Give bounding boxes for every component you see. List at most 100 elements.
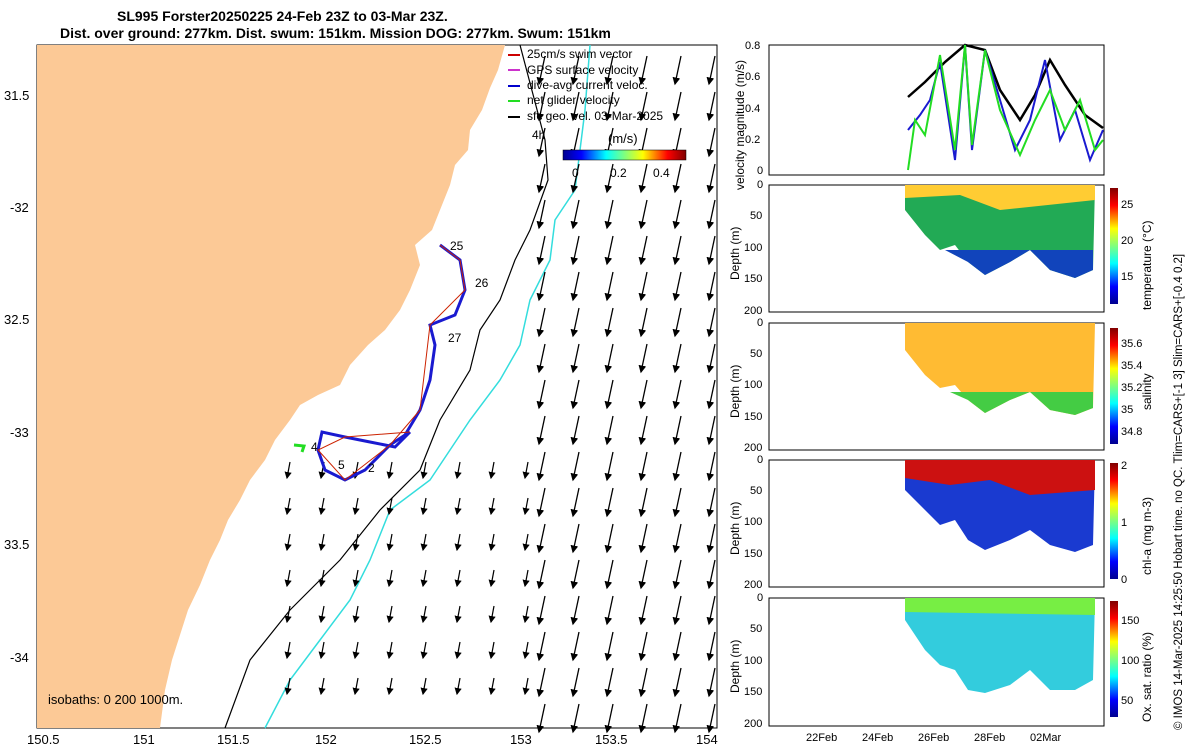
current-arrow: [352, 569, 360, 588]
current-arrow: [570, 55, 580, 86]
current-arrow: [604, 415, 614, 446]
current-arrow: [420, 569, 428, 588]
time-tick: 28Feb: [974, 732, 1006, 744]
current-arrow: [454, 461, 462, 480]
current-arrow: [672, 703, 682, 734]
current-arrow: [638, 199, 648, 230]
current-arrow: [604, 343, 614, 374]
current-arrow: [570, 595, 580, 626]
current-arrow: [604, 235, 614, 266]
current-arrow: [638, 163, 648, 194]
current-arrow: [570, 307, 580, 338]
current-arrow: [604, 595, 614, 626]
current-arrow: [284, 641, 292, 660]
current-arrow: [284, 533, 292, 552]
sal-depth-tick: 0: [757, 317, 764, 329]
lat-tick: 32.5: [4, 312, 30, 327]
current-arrow: [488, 641, 496, 660]
current-arrow: [672, 451, 682, 482]
current-arrow: [488, 461, 496, 480]
lon-tick: 154: [696, 732, 718, 747]
current-arrow: [706, 307, 716, 338]
chla-colorbar: [1110, 463, 1118, 579]
current-arrow: [672, 379, 682, 410]
current-arrow: [536, 595, 546, 626]
lon-tick: 151: [133, 732, 155, 747]
ox-cb-tick: 100: [1121, 655, 1140, 667]
current-arrow: [318, 605, 326, 624]
current-arrow: [536, 415, 546, 446]
current-arrow: [352, 497, 360, 516]
sal-depth-tick: 150: [744, 411, 763, 423]
colorbar-unit: (m/s): [608, 131, 638, 146]
day-label: 5: [338, 458, 345, 472]
time-tick: 24Feb: [862, 732, 894, 744]
current-arrow: [706, 55, 716, 86]
sal-cb-tick: 34.8: [1121, 426, 1143, 438]
day-label: 27: [448, 331, 462, 345]
current-arrow: [638, 487, 648, 518]
current-arrow: [536, 379, 546, 410]
vel-tick: 0.2: [745, 134, 761, 146]
current-arrow: [522, 677, 530, 696]
temperature-cold-layer: [945, 250, 1093, 278]
sal-cb-tick: 35.2: [1121, 382, 1143, 394]
land-area: [37, 45, 505, 728]
lat-tick: -32: [10, 200, 29, 215]
current-arrow: [638, 271, 648, 302]
colorbar-tick: 0.4: [653, 166, 670, 180]
current-arrow: [536, 307, 546, 338]
oxygen-surface-layer: [905, 598, 1095, 615]
current-arrow: [386, 605, 394, 624]
legend-sfc: sfc geo. vel. 03-Mar-2025: [527, 109, 664, 123]
salinity-ylabel: Depth (m): [728, 364, 742, 418]
oxygen-ylabel: Depth (m): [728, 639, 742, 693]
current-arrow: [638, 343, 648, 374]
current-arrow: [706, 631, 716, 662]
current-arrow: [672, 559, 682, 590]
ox-depth-tick: 150: [744, 686, 763, 698]
current-arrow: [638, 595, 648, 626]
vel-tick: 0: [757, 165, 764, 177]
chl-cb-tick: 1: [1121, 517, 1128, 529]
current-arrow: [454, 569, 462, 588]
current-arrow: [420, 533, 428, 552]
current-arrow: [488, 605, 496, 624]
current-arrow: [672, 271, 682, 302]
current-arrow: [672, 415, 682, 446]
current-arrow: [672, 55, 682, 86]
current-arrow: [318, 497, 326, 516]
current-arrow: [570, 199, 580, 230]
current-arrow: [318, 641, 326, 660]
current-arrow: [672, 523, 682, 554]
lat-tick: 33.5: [4, 537, 30, 552]
current-arrow: [454, 677, 462, 696]
current-arrow: [536, 451, 546, 482]
current-arrow: [638, 415, 648, 446]
current-arrow: [522, 569, 530, 588]
current-arrow: [386, 677, 394, 696]
day-label: 2: [368, 461, 375, 475]
current-arrow: [672, 343, 682, 374]
current-arrow: [604, 271, 614, 302]
current-arrow: [536, 631, 546, 662]
current-arrow: [284, 605, 292, 624]
current-arrow: [284, 461, 292, 480]
right-panels: [768, 43, 1118, 727]
velocity-arrows: [284, 55, 716, 734]
current-arrow: [522, 533, 530, 552]
temp-depth-tick: 50: [750, 210, 763, 222]
ox-depth-tick: 100: [744, 655, 763, 667]
current-arrow: [706, 379, 716, 410]
current-arrow: [604, 307, 614, 338]
current-arrow: [706, 343, 716, 374]
temp-cb-tick: 25: [1121, 199, 1134, 211]
current-arrow: [420, 677, 428, 696]
time-tick: 02Mar: [1030, 732, 1062, 744]
current-arrow: [352, 533, 360, 552]
current-arrow: [318, 677, 326, 696]
vel-tick: 0.6: [745, 71, 761, 83]
sal-cb-label: salinity: [1140, 373, 1154, 410]
current-arrow: [706, 559, 716, 590]
current-arrow: [638, 523, 648, 554]
